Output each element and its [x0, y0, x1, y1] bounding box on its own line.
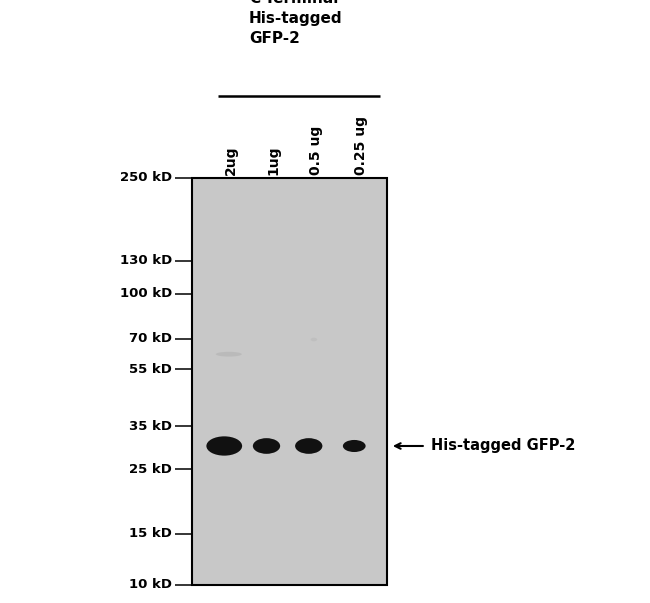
Text: C-Terminal
His-tagged
GFP-2: C-Terminal His-tagged GFP-2: [249, 0, 343, 46]
Text: 1ug: 1ug: [266, 145, 281, 175]
Ellipse shape: [216, 352, 242, 356]
FancyBboxPatch shape: [192, 178, 387, 585]
Text: 25 kD: 25 kD: [129, 463, 172, 476]
Text: 0.5 ug: 0.5 ug: [309, 125, 323, 175]
Text: 130 kD: 130 kD: [120, 254, 172, 267]
Text: 0.25 ug: 0.25 ug: [354, 116, 369, 175]
Ellipse shape: [253, 438, 280, 454]
Text: 15 kD: 15 kD: [129, 527, 172, 540]
Text: 70 kD: 70 kD: [129, 332, 172, 346]
Text: 35 kD: 35 kD: [129, 420, 172, 433]
Text: His-tagged GFP-2: His-tagged GFP-2: [431, 438, 575, 453]
Ellipse shape: [343, 440, 365, 452]
Ellipse shape: [206, 437, 242, 456]
Text: 55 kD: 55 kD: [129, 363, 172, 376]
Text: 100 kD: 100 kD: [120, 287, 172, 300]
Text: 2ug: 2ug: [224, 145, 239, 175]
Ellipse shape: [295, 438, 322, 454]
Text: 10 kD: 10 kD: [129, 578, 172, 592]
Ellipse shape: [311, 338, 317, 341]
Text: 250 kD: 250 kD: [120, 171, 172, 185]
